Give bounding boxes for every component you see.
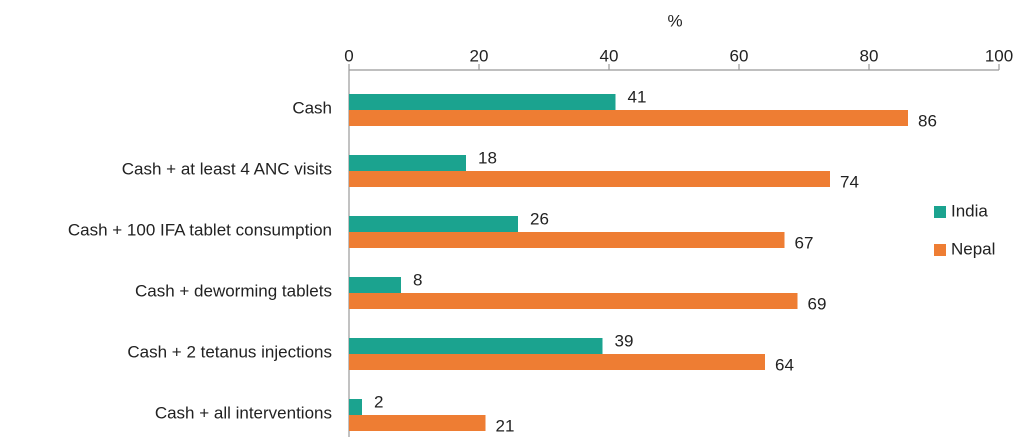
legend-swatch <box>934 206 946 218</box>
value-label: 86 <box>918 111 937 130</box>
legend-label: India <box>951 201 988 220</box>
bar <box>349 399 362 415</box>
category-label: Cash + 100 IFA tablet consumption <box>68 220 332 239</box>
x-tick-label: 0 <box>344 46 353 65</box>
value-label: 64 <box>775 355 794 374</box>
category-label: Cash <box>292 98 332 117</box>
bar <box>349 415 486 431</box>
bar <box>349 293 798 309</box>
x-tick-label: 60 <box>730 46 749 65</box>
category-label: Cash + all interventions <box>155 403 332 422</box>
value-label: 74 <box>840 172 859 191</box>
value-label: 8 <box>413 270 422 289</box>
value-label: 67 <box>795 233 814 252</box>
value-label: 18 <box>478 148 497 167</box>
bar <box>349 110 908 126</box>
value-label: 41 <box>628 87 647 106</box>
x-tick-label: 80 <box>860 46 879 65</box>
value-label: 26 <box>530 209 549 228</box>
x-tick-label: 20 <box>470 46 489 65</box>
bar <box>349 216 518 232</box>
x-tick-label: 40 <box>600 46 619 65</box>
bar <box>349 94 616 110</box>
category-label: Cash + 2 tetanus injections <box>127 342 332 361</box>
bar <box>349 171 830 187</box>
bar <box>349 155 466 171</box>
x-axis-label: % <box>667 11 682 30</box>
x-tick-label: 100 <box>985 46 1013 65</box>
legend-swatch <box>934 244 946 256</box>
bar <box>349 277 401 293</box>
bar <box>349 354 765 370</box>
legend-label: Nepal <box>951 239 995 258</box>
value-label: 2 <box>374 392 383 411</box>
bar <box>349 338 603 354</box>
value-label: 39 <box>615 331 634 350</box>
category-label: Cash + deworming tablets <box>135 281 332 300</box>
value-label: 21 <box>496 416 515 435</box>
bar <box>349 232 785 248</box>
category-label: Cash + at least 4 ANC visits <box>122 159 332 178</box>
value-label: 69 <box>808 294 827 313</box>
